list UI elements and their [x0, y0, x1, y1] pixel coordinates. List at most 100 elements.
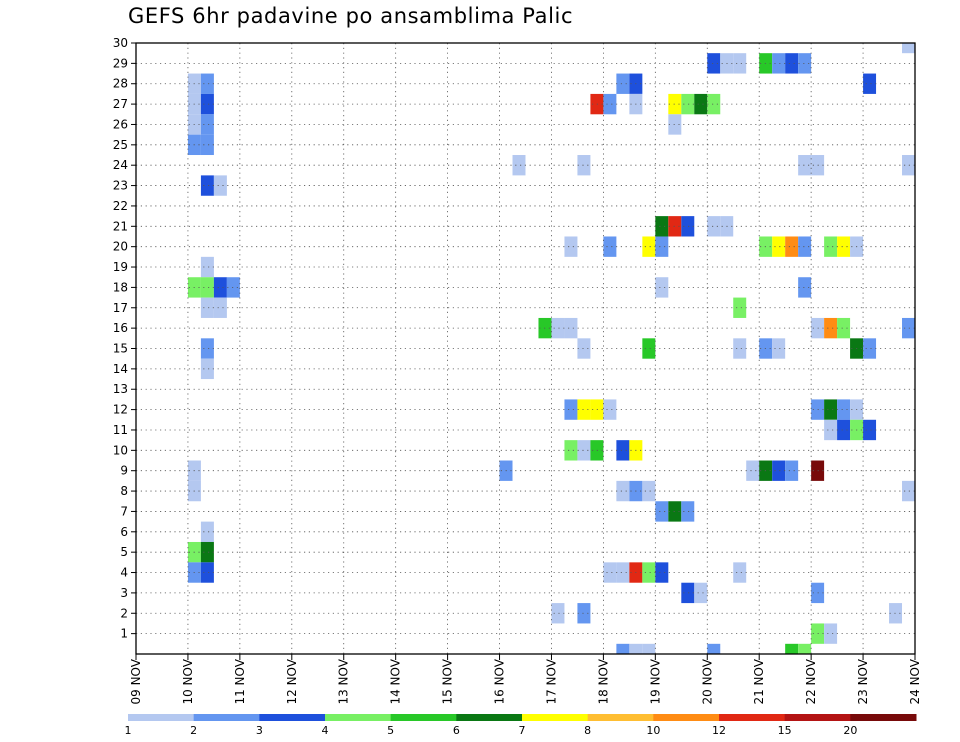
y-tick-label: 6: [120, 525, 128, 539]
data-cell: [200, 358, 214, 380]
y-tick-label: 15: [113, 342, 128, 356]
data-cell: [668, 114, 682, 135]
y-tick-label: 16: [113, 321, 128, 335]
data-cell: [824, 419, 838, 441]
data-cell: [824, 399, 838, 420]
legend-swatch: [193, 714, 260, 721]
x-tick-label: 15 NOV: [441, 658, 455, 704]
data-cell: [616, 643, 630, 654]
color-legend: 1 2 3 4 5 6 7 8 10 12 15 20: [125, 714, 917, 737]
legend-swatch: [522, 714, 589, 721]
y-tick-label: 5: [120, 545, 128, 559]
data-cell: [824, 623, 838, 644]
data-cell: [694, 93, 708, 115]
legend-swatch: [325, 714, 392, 721]
y-tick-label: 25: [113, 138, 128, 152]
data-cell: [200, 297, 214, 318]
data-cell: [200, 338, 214, 359]
y-tick-label: 23: [113, 179, 128, 193]
data-cell: [226, 277, 240, 298]
x-tick-label: 20 NOV: [700, 658, 714, 704]
y-tick-label: 26: [113, 117, 128, 131]
data-cell: [642, 236, 656, 257]
y-tick-label: 11: [113, 423, 128, 437]
data-cell: [824, 236, 838, 257]
data-cell: [837, 236, 851, 257]
x-tick-label: 10 NOV: [181, 658, 195, 704]
data-cell: [642, 643, 656, 654]
x-tick-label: 13 NOV: [337, 658, 351, 704]
data-cell: [902, 43, 915, 54]
data-cell: [642, 480, 656, 502]
data-cell: [200, 73, 214, 94]
data-cell: [694, 582, 708, 604]
data-cell: [798, 277, 812, 298]
data-cell: [681, 501, 695, 522]
data-cell: [577, 338, 591, 359]
data-cell: [785, 460, 799, 481]
legend-swatch: [259, 714, 326, 721]
data-cell: [772, 236, 786, 257]
data-cells: [187, 43, 915, 654]
y-tick-label: 19: [113, 260, 128, 274]
data-cell: [200, 134, 214, 156]
y-tick-label: 27: [113, 97, 128, 111]
data-cell: [733, 53, 747, 74]
y-tick-label: 30: [113, 36, 128, 50]
y-axis-labels: 1234567891011121314151617181920212223242…: [113, 36, 128, 641]
x-tick-label: 17 NOV: [544, 658, 558, 704]
data-cell: [564, 399, 578, 420]
data-cell: [200, 277, 214, 298]
data-cell: [200, 114, 214, 135]
data-cell: [577, 440, 591, 461]
data-cell: [707, 93, 721, 115]
data-cell: [616, 73, 630, 94]
data-cell: [213, 175, 227, 196]
legend-swatch: [128, 714, 195, 721]
data-cell: [642, 338, 656, 359]
data-cell: [551, 317, 565, 339]
y-tick-label: 29: [113, 56, 128, 70]
data-cell: [785, 643, 799, 654]
data-cell: [668, 93, 682, 115]
y-tick-label: 20: [113, 240, 128, 254]
data-cell: [772, 338, 786, 359]
legend-label: 15: [778, 724, 792, 737]
y-tick-label: 24: [113, 158, 128, 172]
data-cell: [772, 460, 786, 481]
y-tick-label: 4: [120, 566, 128, 580]
legend-label: 12: [712, 724, 726, 737]
legend-label: 4: [322, 724, 329, 737]
data-cell: [733, 338, 747, 359]
y-tick-label: 14: [113, 362, 128, 376]
gridlines: [136, 43, 915, 654]
data-cell: [707, 53, 721, 74]
data-cell: [200, 175, 214, 196]
data-cell: [603, 562, 617, 583]
y-tick-label: 21: [113, 219, 128, 233]
data-cell: [681, 93, 695, 115]
y-tick-label: 28: [113, 77, 128, 91]
data-cell: [200, 93, 214, 115]
data-cell: [629, 643, 643, 654]
data-cell: [707, 216, 721, 237]
x-tick-label: 21 NOV: [752, 658, 766, 704]
x-tick-label: 19 NOV: [648, 658, 662, 704]
y-tick-label: 17: [113, 301, 128, 315]
y-tick-label: 22: [113, 199, 128, 213]
data-cell: [785, 53, 799, 74]
data-cell: [616, 562, 630, 583]
data-cell: [798, 155, 812, 176]
data-cell: [603, 93, 617, 115]
x-tick-label: 11 NOV: [233, 658, 247, 704]
legend-label: 20: [843, 724, 857, 737]
data-cell: [200, 541, 214, 563]
x-tick-label: 12 NOV: [285, 658, 299, 704]
data-cell: [863, 73, 877, 94]
data-cell: [863, 419, 877, 441]
data-cell: [798, 643, 812, 654]
x-tick-label: 23 NOV: [856, 658, 870, 704]
data-cell: [746, 460, 760, 481]
data-cell: [772, 53, 786, 74]
y-tick-label: 10: [113, 443, 128, 457]
